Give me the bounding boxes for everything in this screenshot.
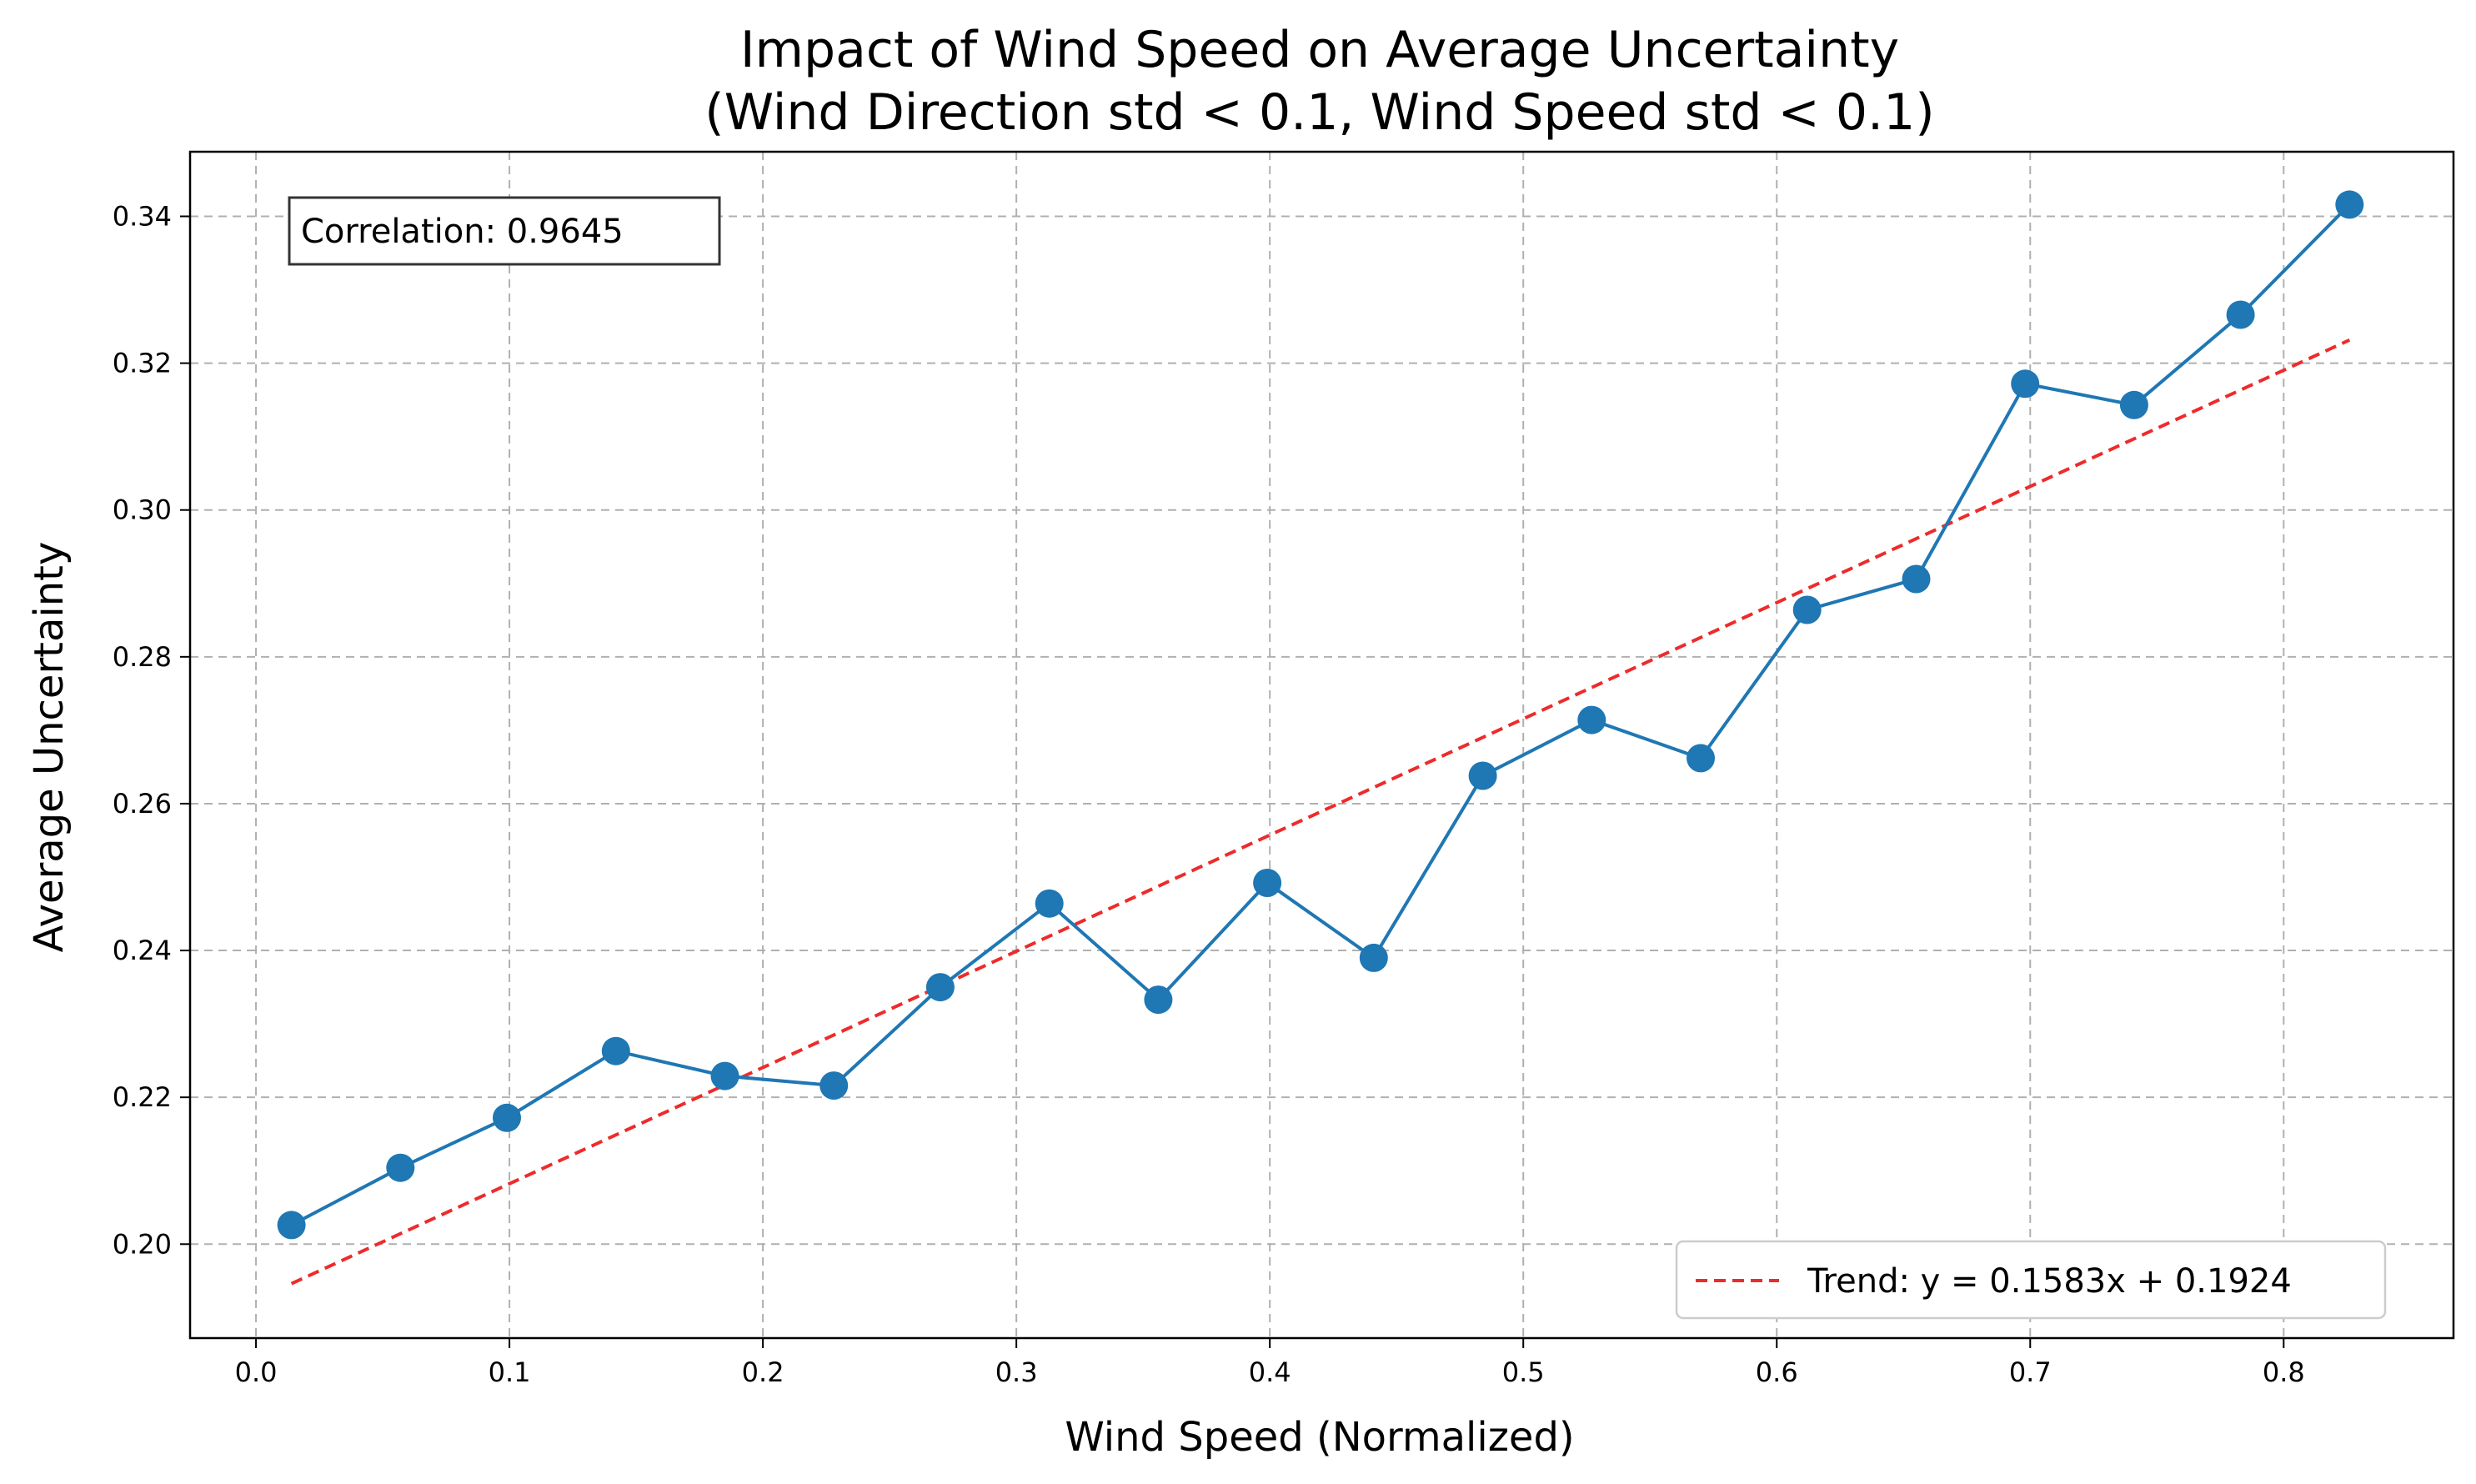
data-point [2119, 390, 2148, 419]
data-point [1468, 761, 1497, 790]
data-point [819, 1071, 849, 1100]
data-point [601, 1036, 630, 1065]
data-point [1359, 943, 1388, 972]
y-tick-label: 0.26 [113, 788, 172, 820]
data-point [2335, 190, 2364, 219]
y-tick-label: 0.34 [113, 200, 172, 232]
data-point [2226, 300, 2255, 329]
y-tick-label: 0.22 [113, 1081, 172, 1113]
grid-layer [190, 152, 2453, 1338]
y-tick-label: 0.28 [113, 641, 172, 673]
data-point [2011, 369, 2040, 399]
legend-trend-label: Trend: y = 0.1583x + 0.1924 [1807, 1262, 2292, 1301]
correlation-annotation: Correlation: 0.9645 [288, 196, 721, 266]
data-point [1577, 705, 1606, 734]
y-tick-label: 0.30 [113, 494, 172, 526]
legend: Trend: y = 0.1583x + 0.1924 [1675, 1240, 2387, 1320]
chart-title-line-2: (Wind Direction std < 0.1, Wind Speed st… [704, 83, 1934, 142]
correlation-annotation-box [288, 196, 721, 266]
trend-layer [290, 338, 2351, 1286]
data-point [1035, 889, 1064, 918]
data-point [1902, 564, 1931, 594]
trend-line [290, 338, 2351, 1286]
series-line [290, 203, 2351, 1227]
data-point [1792, 595, 1822, 624]
data-point [1144, 985, 1173, 1015]
series-layer [290, 203, 2351, 1227]
points-layer [277, 190, 2364, 1240]
data-point [1253, 869, 1282, 897]
y-tick-label: 0.20 [113, 1228, 172, 1260]
data-point [386, 1153, 415, 1182]
x-tick-label: 0.1 [489, 1356, 531, 1388]
data-point [1687, 744, 1715, 773]
correlation-annotation-text: Correlation: 0.9645 [301, 213, 624, 251]
data-point [710, 1061, 739, 1090]
x-tick-label: 0.5 [1502, 1356, 1545, 1388]
data-point [925, 973, 955, 1002]
ticks-layer: 0.0 0.1 0.2 0.3 0.4 0.5 0.6 0.7 0.8 0.20 0.22 0.24 0… [113, 200, 2305, 1388]
x-axis-label: Wind Speed (Normalized) [1065, 1414, 1574, 1461]
x-tick-label: 0.2 [742, 1356, 784, 1388]
plot-frame [188, 150, 2455, 1340]
data-point [493, 1103, 521, 1132]
x-tick-label: 0.7 [2009, 1356, 2052, 1388]
x-tick-label: 0.0 [235, 1356, 278, 1388]
x-tick-label: 0.4 [1249, 1356, 1291, 1388]
x-tick-label: 0.6 [1756, 1356, 1798, 1388]
x-tick-label: 0.3 [995, 1356, 1038, 1388]
y-tick-label: 0.24 [113, 935, 172, 966]
x-tick-label: 0.8 [2263, 1356, 2305, 1388]
chart-title-line-1: Impact of Wind Speed on Average Uncertai… [740, 21, 1899, 79]
legend-box [1675, 1240, 2387, 1320]
y-tick-label: 0.32 [113, 348, 172, 379]
y-axis-label: Average Uncertainty [26, 542, 73, 953]
data-point [277, 1211, 306, 1240]
